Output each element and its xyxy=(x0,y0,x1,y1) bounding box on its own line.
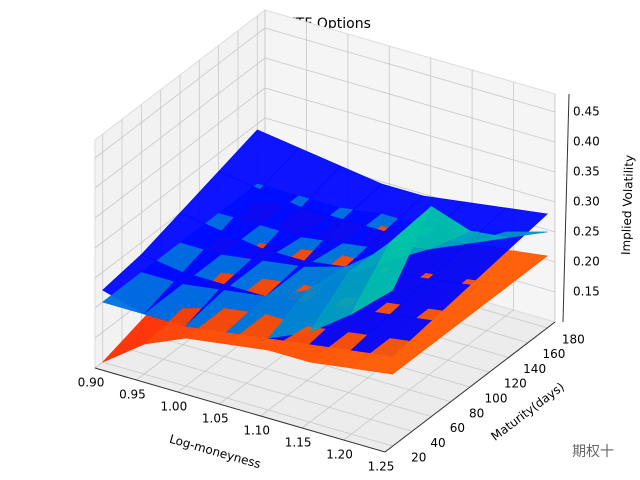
x-tick-label: 1.25 xyxy=(368,460,395,474)
x-axis-label: Log-moneyness xyxy=(168,432,263,471)
x-tick-label: 1.20 xyxy=(326,448,353,462)
x-tick-label: 1.00 xyxy=(160,400,187,414)
y-tick-label: 60 xyxy=(450,421,465,435)
grid-line xyxy=(94,27,556,159)
watermark: 期权十 xyxy=(572,444,614,460)
y-tick-label: 20 xyxy=(411,451,426,465)
grid-line xyxy=(94,87,556,219)
z-tick-label: 0.20 xyxy=(573,255,600,269)
y-tick-label: 100 xyxy=(485,392,508,406)
x-tick-label: 0.90 xyxy=(78,376,105,390)
x-tick-label: 1.15 xyxy=(285,436,312,450)
grid-line xyxy=(343,82,514,441)
z-axis xyxy=(562,93,570,323)
surface-patch xyxy=(350,338,433,375)
x-tick-label: 0.95 xyxy=(119,388,146,402)
y-axis-label: Maturity(days) xyxy=(488,380,567,444)
y-tick-label: 180 xyxy=(562,332,585,346)
y-tick-label: 120 xyxy=(504,377,527,391)
x-tick-label: 1.05 xyxy=(202,412,229,426)
y-tick-label: 140 xyxy=(523,362,546,376)
y-tick-label: 40 xyxy=(430,436,445,450)
surface-patch xyxy=(350,206,432,315)
y-tick-label: 80 xyxy=(469,406,484,420)
z-tick-label: 0.25 xyxy=(573,225,600,239)
x-tick-label: 1.10 xyxy=(243,424,270,438)
z-tick-label: 0.15 xyxy=(573,285,600,299)
grid-line xyxy=(94,117,556,249)
y-axis xyxy=(384,321,556,453)
z-tick-label: 0.40 xyxy=(573,135,600,149)
x-axis xyxy=(94,367,386,453)
grid-line xyxy=(94,57,556,189)
z-tick-label: 0.35 xyxy=(573,165,600,179)
z-tick-label: 0.30 xyxy=(573,195,600,209)
z-tick-label: 0.45 xyxy=(573,105,600,119)
y-tick-label: 160 xyxy=(543,347,566,361)
z-axis-label: Implied Volatility xyxy=(619,155,636,256)
